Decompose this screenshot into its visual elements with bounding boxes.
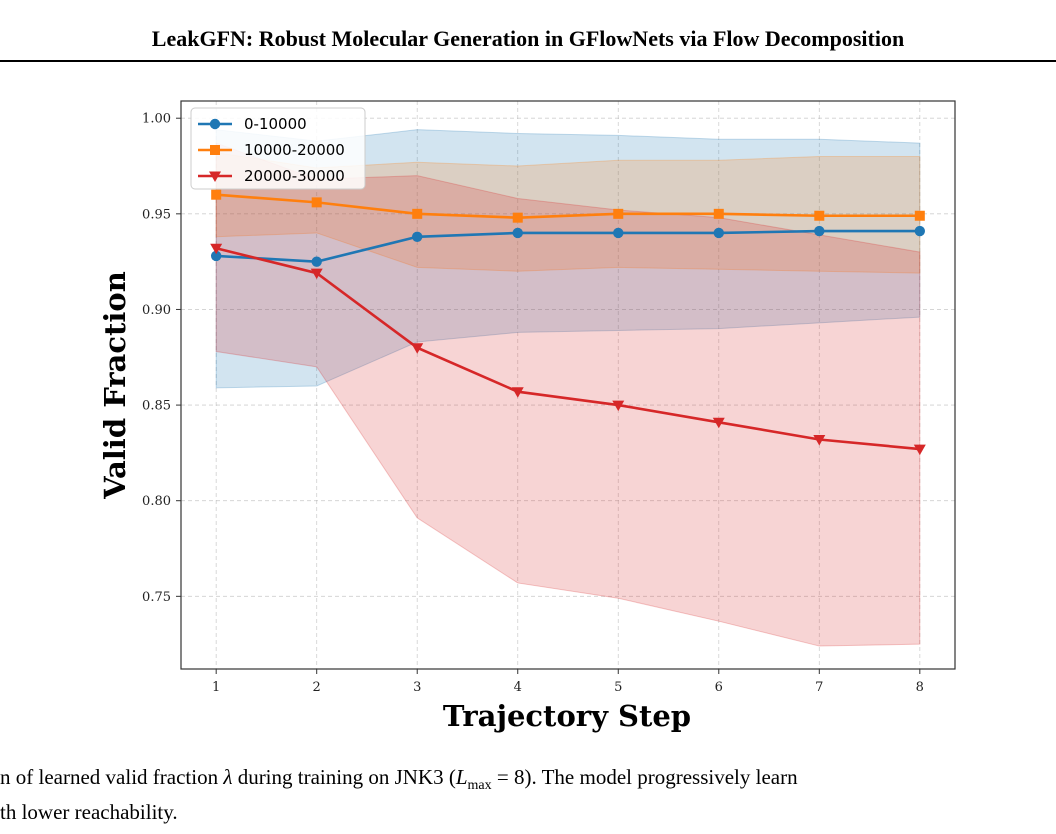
legend: 0-10000 10000-20000 20000-30000 xyxy=(190,107,366,190)
data-point xyxy=(210,250,222,262)
caption-L: L xyxy=(455,765,468,789)
data-point xyxy=(712,417,725,429)
page-header: LeakGFN: Robust Molecular Generation in … xyxy=(151,26,905,51)
figure-caption: n of learned valid fraction λ during tra… xyxy=(0,764,1056,825)
y-tick-label: 0.80 xyxy=(142,494,171,509)
series-line xyxy=(216,193,920,219)
caption-line-2: th lower reachability. xyxy=(0,800,178,825)
x-tick-label: 6 xyxy=(715,680,723,695)
caption-text-c: = 8). The model progressively learn xyxy=(491,765,798,789)
data-point xyxy=(813,435,826,446)
x-axis-label: Trajectory Step xyxy=(443,699,691,733)
legend-label: 10000-20000 xyxy=(244,141,345,159)
legend-box xyxy=(190,107,366,190)
data-point xyxy=(512,212,523,223)
x-tick-label: 7 xyxy=(815,680,823,695)
data-point xyxy=(814,225,825,237)
x-tick-label: 5 xyxy=(614,680,622,695)
data-point xyxy=(311,197,322,208)
plot-frame xyxy=(180,100,956,670)
plot-area xyxy=(210,129,926,647)
data-point xyxy=(713,227,724,239)
caption-text-b: during training on JNK3 ( xyxy=(232,765,456,789)
confidence-band xyxy=(215,129,921,389)
x-tick-label: 3 xyxy=(413,680,421,695)
data-point xyxy=(613,227,624,239)
data-point xyxy=(310,268,323,280)
data-point xyxy=(713,208,724,219)
series-line xyxy=(215,246,920,451)
y-tick-label: 0.75 xyxy=(142,590,171,605)
caption-text-a: n of learned valid fraction xyxy=(0,765,224,789)
y-tick-label: 0.95 xyxy=(142,207,171,222)
data-point xyxy=(914,210,925,221)
caption-lambda: λ xyxy=(223,765,233,789)
data-point xyxy=(511,387,524,398)
data-point xyxy=(412,208,423,219)
legend-label: 20000-30000 xyxy=(244,167,345,185)
caption-max: max xyxy=(467,778,492,794)
y-tick-label: 0.90 xyxy=(142,303,171,318)
x-tick-label: 1 xyxy=(212,680,220,695)
data-point xyxy=(913,444,926,456)
data-point xyxy=(311,256,322,267)
data-point xyxy=(914,225,926,237)
series-line xyxy=(216,229,920,263)
data-point xyxy=(814,210,825,221)
x-tick-label: 8 xyxy=(916,680,924,695)
confidence-band xyxy=(215,142,921,647)
data-point xyxy=(412,231,423,242)
data-point xyxy=(512,227,523,239)
data-point xyxy=(210,243,223,255)
valid-fraction-chart: 1 2 3 4 5 6 7 8 0.75 0.80 0.85 0.90 0.95 1.00 Trajecto… xyxy=(98,100,956,733)
legend-marker xyxy=(209,171,221,182)
caption-line-1: n of learned valid fraction λ during tra… xyxy=(0,764,1056,799)
x-tick-label: 4 xyxy=(514,680,522,695)
legend-marker xyxy=(210,145,220,155)
y-tick-label: 0.85 xyxy=(142,399,171,414)
header-rule xyxy=(0,60,1056,62)
y-tick-label: 1.00 xyxy=(142,112,171,127)
y-axis-label: Valid Fraction xyxy=(98,271,132,500)
data-point xyxy=(612,400,625,412)
legend-marker xyxy=(209,118,221,130)
data-point xyxy=(613,208,624,219)
legend-label: 0-10000 xyxy=(244,115,307,133)
data-point xyxy=(411,343,424,354)
x-tick-label: 2 xyxy=(313,680,321,695)
data-point xyxy=(211,189,222,200)
